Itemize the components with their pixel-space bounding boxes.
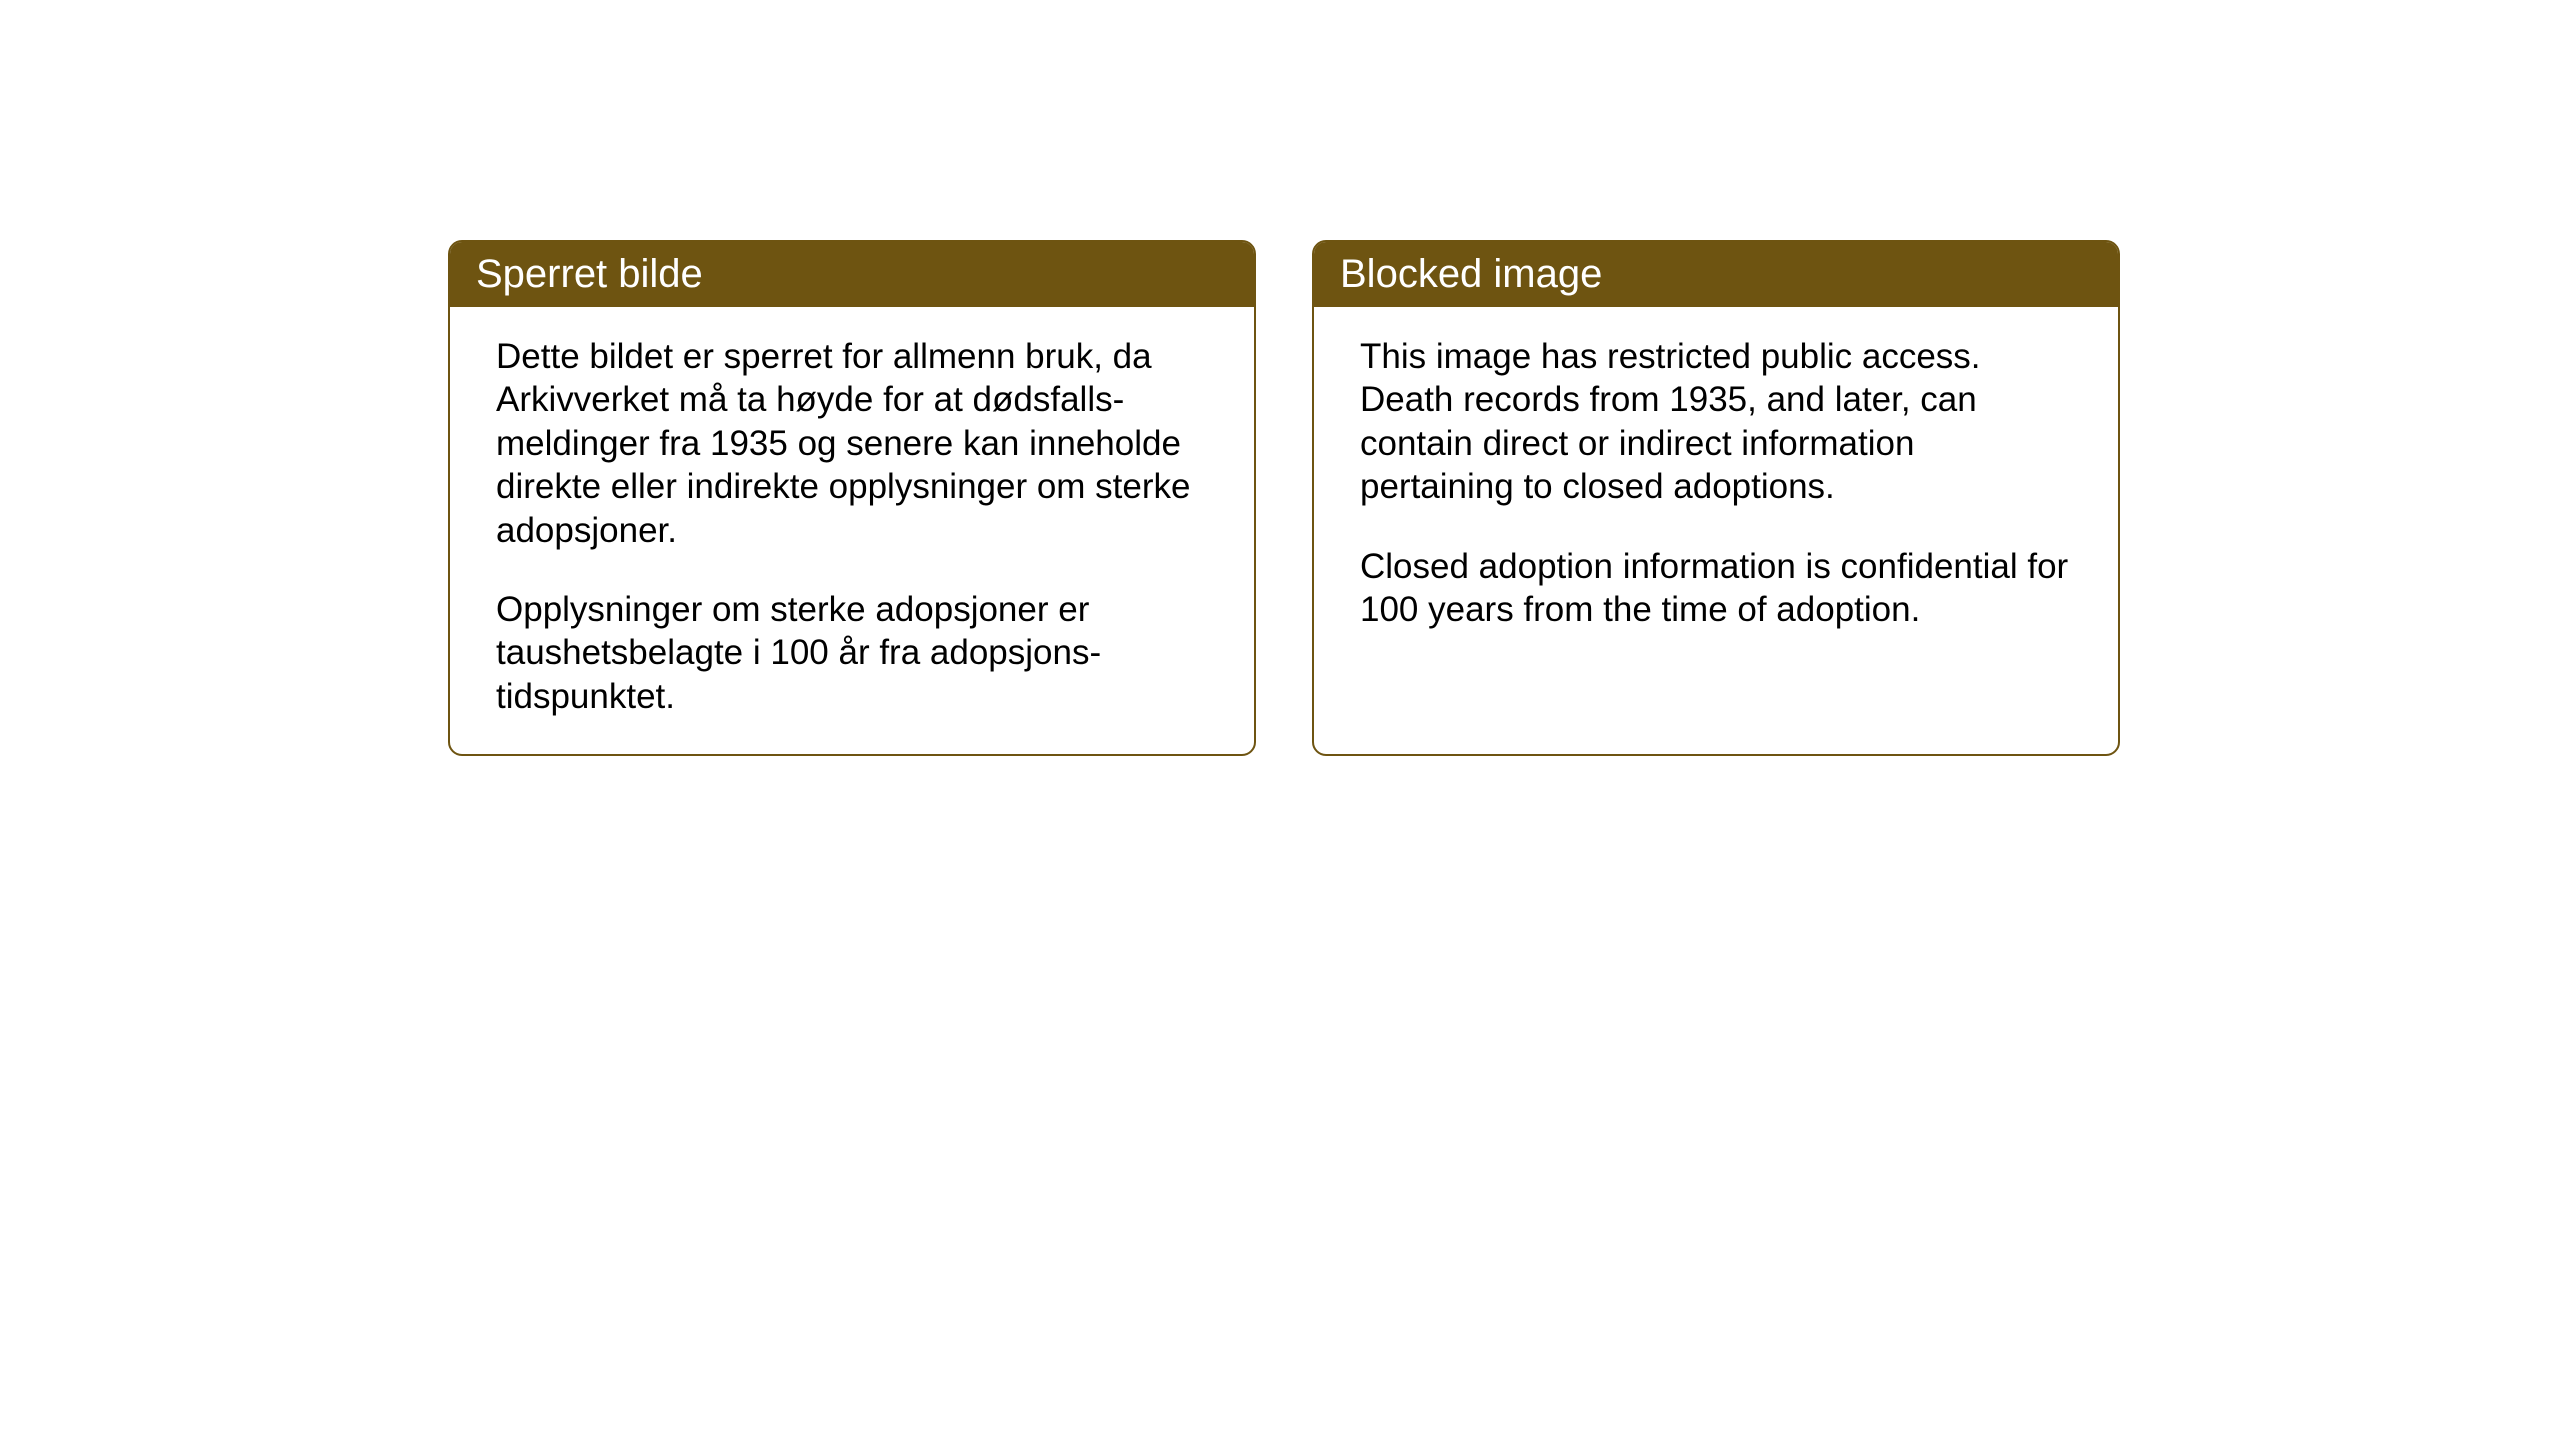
english-card-header: Blocked image xyxy=(1314,242,2118,307)
english-notice-card: Blocked image This image has restricted … xyxy=(1312,240,2120,756)
norwegian-paragraph-1: Dette bildet er sperret for allmenn bruk… xyxy=(496,335,1208,552)
notice-cards-container: Sperret bilde Dette bildet er sperret fo… xyxy=(448,240,2120,756)
norwegian-card-body: Dette bildet er sperret for allmenn bruk… xyxy=(450,307,1254,754)
english-card-body: This image has restricted public access.… xyxy=(1314,307,2118,667)
english-paragraph-1: This image has restricted public access.… xyxy=(1360,335,2072,509)
norwegian-card-title: Sperret bilde xyxy=(476,252,703,296)
norwegian-card-header: Sperret bilde xyxy=(450,242,1254,307)
english-card-title: Blocked image xyxy=(1340,252,1602,296)
norwegian-paragraph-2: Opplysninger om sterke adopsjoner er tau… xyxy=(496,588,1208,718)
norwegian-notice-card: Sperret bilde Dette bildet er sperret fo… xyxy=(448,240,1256,756)
english-paragraph-2: Closed adoption information is confident… xyxy=(1360,545,2072,632)
